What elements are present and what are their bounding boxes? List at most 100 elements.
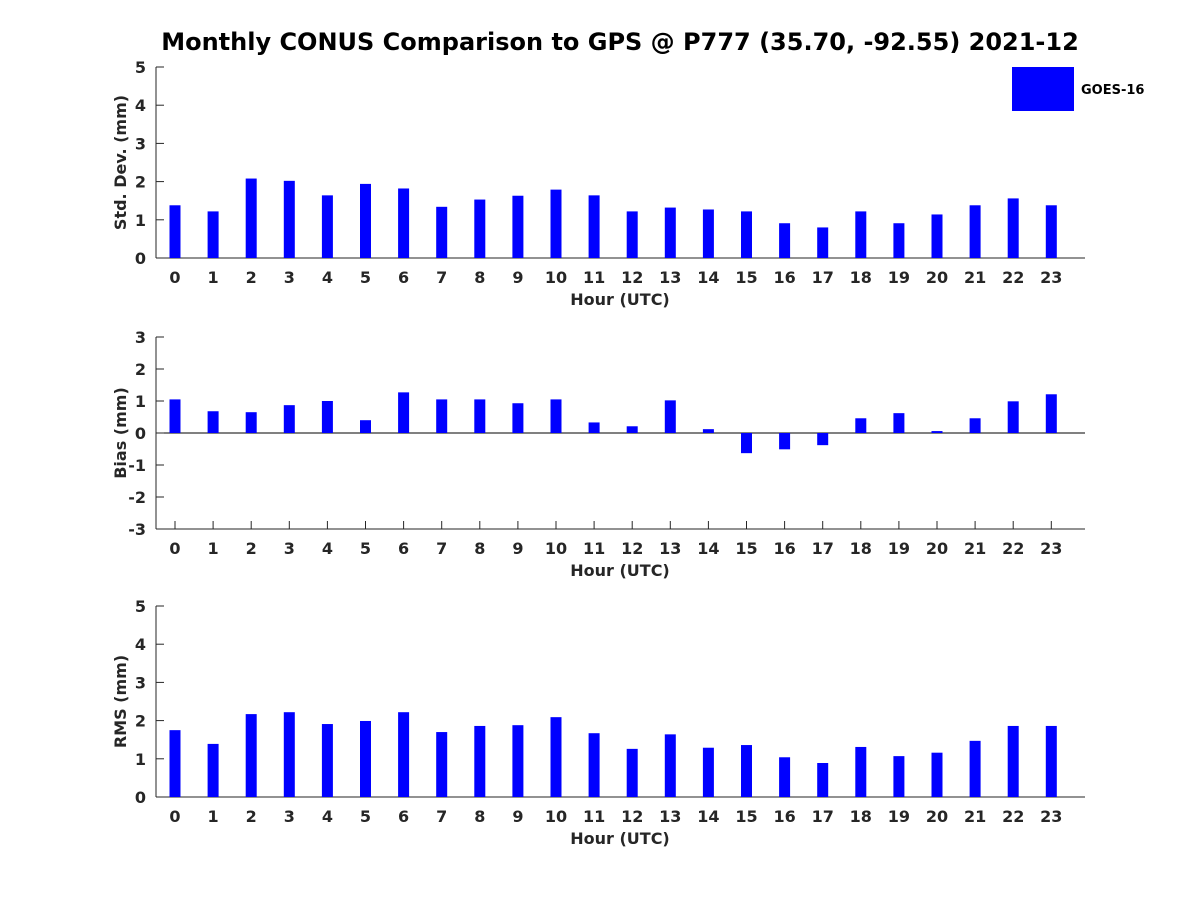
y-tick-label: 3	[135, 134, 146, 153]
bar	[931, 752, 943, 797]
bar	[245, 178, 257, 258]
y-tick-label: 3	[135, 673, 146, 692]
x-tick-label: 13	[659, 807, 681, 826]
chart-title: Monthly CONUS Comparison to GPS @ P777 (…	[161, 28, 1079, 56]
x-tick-label: 15	[735, 807, 757, 826]
x-tick-label: 2	[246, 807, 257, 826]
bar	[550, 717, 562, 797]
bar	[702, 209, 714, 258]
x-tick-label: 21	[964, 268, 986, 287]
y-axis-label: RMS (mm)	[111, 655, 130, 748]
bar	[169, 205, 181, 258]
x-tick-label: 22	[1002, 807, 1024, 826]
bar	[893, 223, 905, 258]
bar	[283, 180, 295, 258]
bar	[245, 714, 257, 797]
x-tick-label: 18	[850, 539, 872, 558]
x-tick-label: 14	[697, 807, 719, 826]
y-tick-label: 4	[135, 635, 146, 654]
x-tick-label: 14	[697, 539, 719, 558]
bar	[626, 211, 638, 258]
x-tick-label: 4	[322, 807, 333, 826]
bar	[169, 399, 181, 433]
y-tick-label: 0	[135, 249, 146, 268]
x-tick-label: 13	[659, 539, 681, 558]
bar	[855, 418, 867, 433]
x-tick-label: 4	[322, 539, 333, 558]
legend-label: GOES-16	[1081, 83, 1144, 98]
x-tick-label: 5	[360, 807, 371, 826]
x-tick-label: 11	[583, 268, 605, 287]
x-axis-label: Hour (UTC)	[570, 290, 670, 309]
bar	[893, 756, 905, 797]
x-tick-label: 13	[659, 268, 681, 287]
x-tick-label: 19	[888, 807, 910, 826]
x-tick-label: 0	[169, 268, 180, 287]
bar	[550, 189, 562, 258]
bar	[1045, 394, 1057, 433]
y-axis-label: Bias (mm)	[111, 387, 130, 479]
bar	[741, 211, 752, 258]
x-tick-label: 23	[1040, 807, 1062, 826]
x-tick-label: 2	[246, 268, 257, 287]
x-tick-label: 17	[812, 807, 834, 826]
bar	[817, 433, 829, 446]
bar	[741, 433, 752, 454]
x-tick-label: 19	[888, 539, 910, 558]
x-tick-label: 8	[474, 539, 485, 558]
x-tick-label: 9	[512, 807, 523, 826]
x-tick-label: 4	[322, 268, 333, 287]
bar	[512, 403, 524, 433]
bar	[550, 399, 562, 433]
bar	[626, 748, 638, 797]
x-tick-label: 23	[1040, 268, 1062, 287]
bar	[931, 431, 943, 433]
x-tick-label: 1	[208, 807, 219, 826]
x-tick-label: 23	[1040, 539, 1062, 558]
bar	[321, 195, 333, 258]
x-tick-label: 8	[474, 807, 485, 826]
y-tick-label: 1	[135, 392, 146, 411]
x-tick-label: 20	[926, 539, 948, 558]
x-tick-label: 6	[398, 807, 409, 826]
bar	[702, 429, 714, 433]
bar	[398, 392, 410, 433]
x-tick-label: 16	[773, 807, 795, 826]
x-tick-label: 7	[436, 268, 447, 287]
x-tick-label: 14	[697, 268, 719, 287]
x-tick-label: 7	[436, 807, 447, 826]
x-tick-label: 5	[360, 268, 371, 287]
x-tick-label: 3	[284, 539, 295, 558]
y-tick-label: 2	[135, 712, 146, 731]
x-axis-label: Hour (UTC)	[570, 829, 670, 848]
y-tick-label: 1	[135, 211, 146, 230]
bar	[436, 399, 448, 433]
y-axis-label: Std. Dev. (mm)	[111, 95, 130, 230]
bar	[588, 195, 600, 258]
bar	[664, 207, 676, 258]
bar	[360, 183, 371, 258]
bar	[207, 743, 219, 797]
x-tick-label: 17	[812, 539, 834, 558]
y-tick-label: 1	[135, 750, 146, 769]
x-tick-label: 8	[474, 268, 485, 287]
bar	[779, 757, 791, 797]
y-tick-label: 4	[135, 96, 146, 115]
bar	[512, 195, 524, 258]
bar	[1007, 401, 1019, 433]
x-tick-label: 22	[1002, 539, 1024, 558]
bar	[1007, 198, 1019, 258]
x-tick-label: 11	[583, 539, 605, 558]
bar	[664, 734, 676, 797]
bar	[398, 712, 410, 797]
y-tick-label: 2	[135, 173, 146, 192]
x-tick-label: 7	[436, 539, 447, 558]
bar	[969, 740, 981, 797]
x-tick-label: 12	[621, 268, 643, 287]
bar	[474, 725, 486, 797]
x-tick-label: 21	[964, 807, 986, 826]
bar	[702, 747, 714, 797]
